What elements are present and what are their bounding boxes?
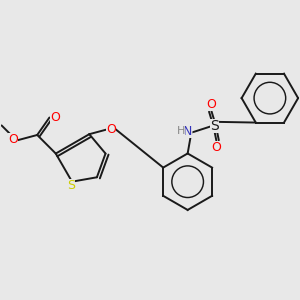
Text: O: O: [50, 110, 60, 124]
Text: O: O: [8, 134, 18, 146]
Text: O: O: [106, 123, 116, 136]
Text: S: S: [67, 178, 75, 192]
Text: O: O: [212, 141, 221, 154]
Text: N: N: [182, 125, 192, 138]
Text: H: H: [177, 126, 185, 136]
Text: O: O: [206, 98, 216, 111]
Text: S: S: [210, 119, 219, 133]
